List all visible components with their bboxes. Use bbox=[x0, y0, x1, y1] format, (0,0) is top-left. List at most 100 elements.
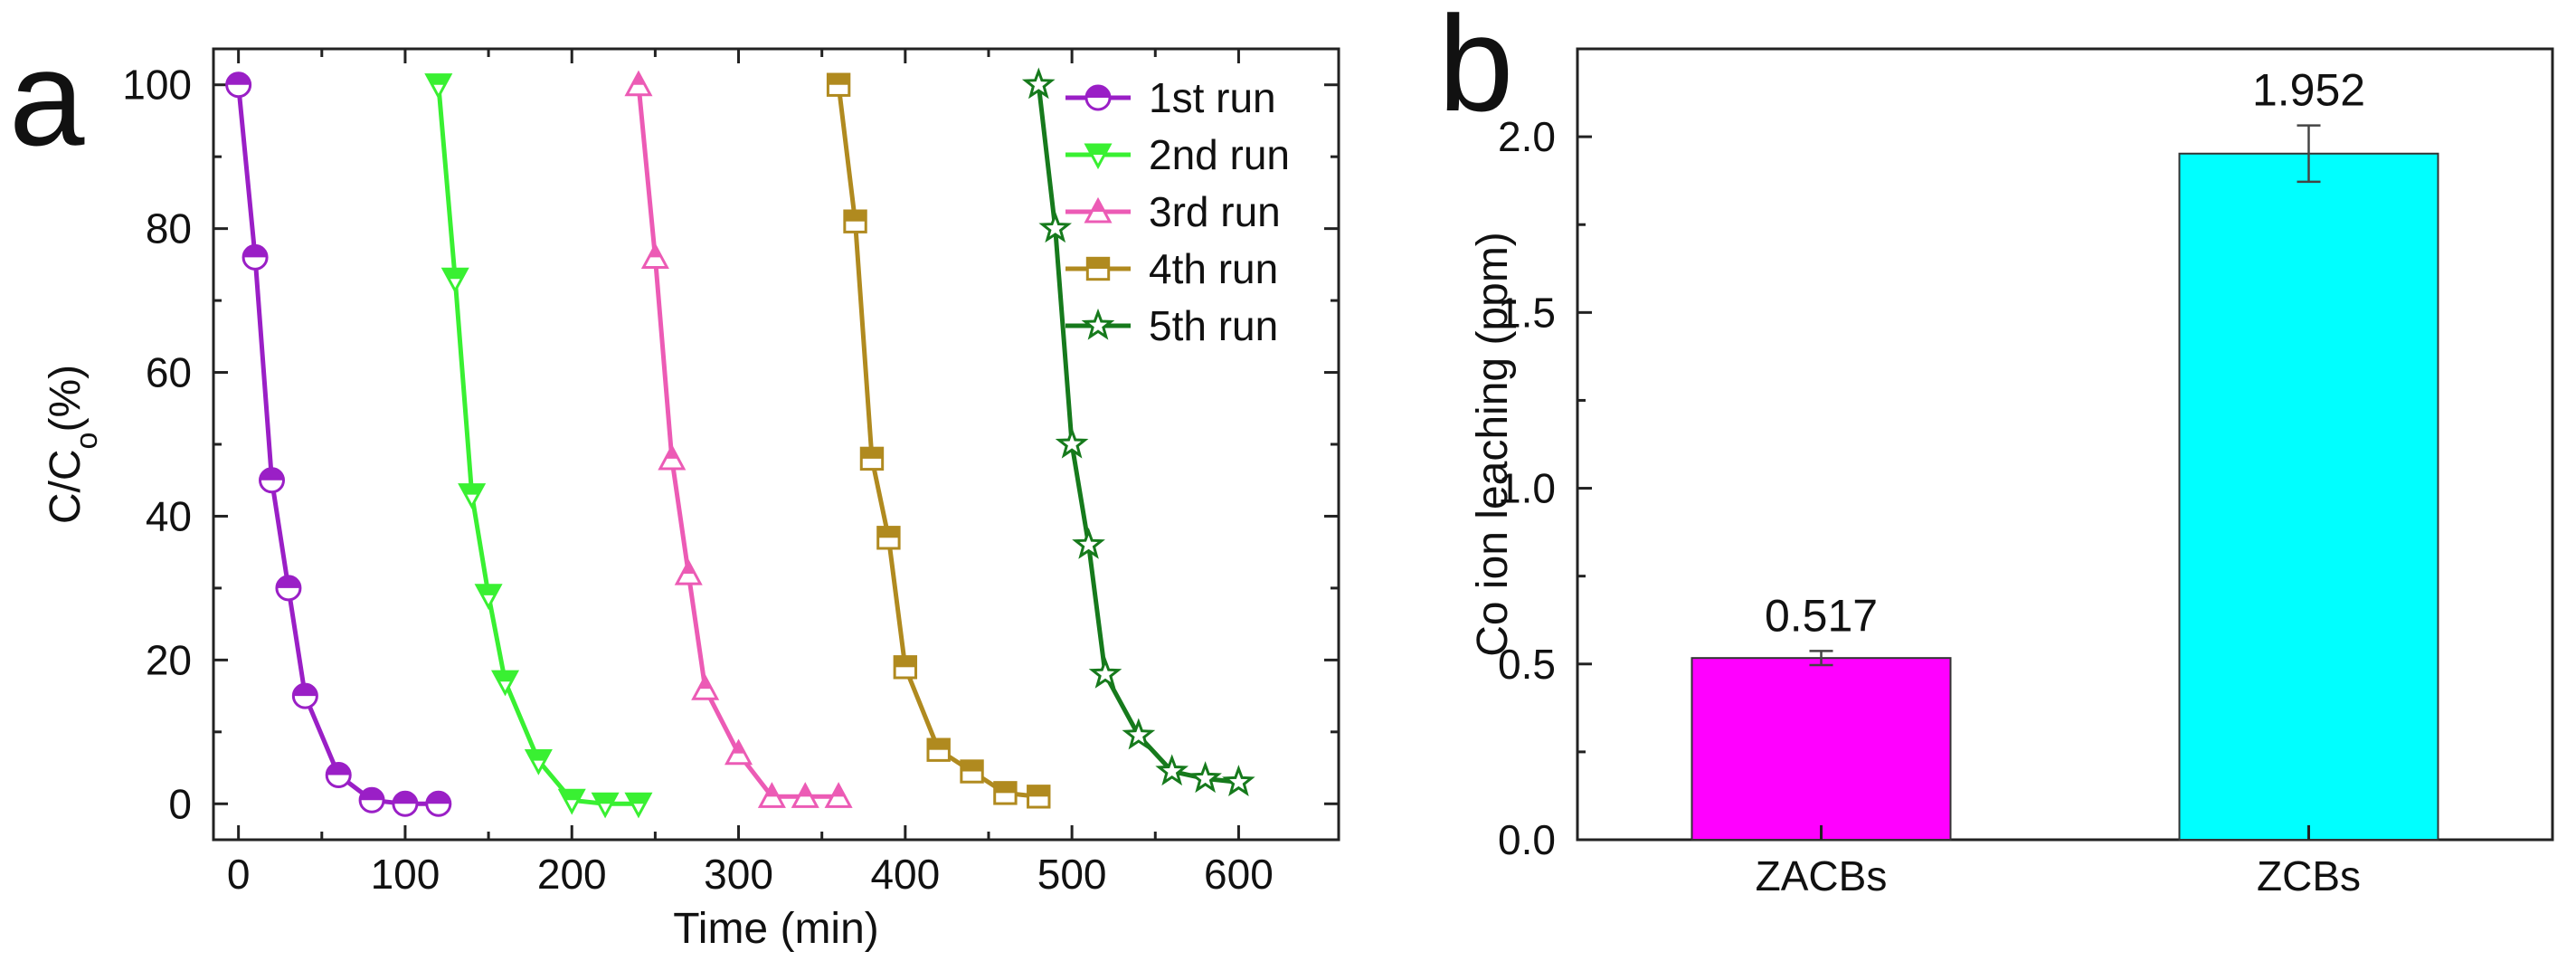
panel-b-y-axis-title: Co ion leaching (ppm) bbox=[1469, 232, 1517, 657]
data-point bbox=[859, 446, 885, 471]
data-point bbox=[275, 575, 302, 602]
series-5 bbox=[1021, 67, 1255, 796]
legend-label: 2nd run bbox=[1149, 131, 1290, 178]
data-point bbox=[291, 682, 318, 709]
data-point bbox=[843, 209, 867, 233]
data-point bbox=[960, 759, 984, 784]
data-point bbox=[425, 790, 452, 817]
panel-a-y-tick-label: 20 bbox=[146, 636, 192, 683]
data-point bbox=[524, 749, 553, 775]
data-point bbox=[1072, 527, 1105, 559]
panel-b-category-label: ZCBs bbox=[2257, 852, 2361, 899]
panel-a-ticks: 0 100 200 300 400 500 600 0 20 40 60 80 100 bbox=[122, 49, 1339, 898]
data-point bbox=[225, 71, 252, 99]
data-point bbox=[591, 792, 620, 819]
data-point bbox=[826, 72, 851, 97]
data-point bbox=[1155, 754, 1189, 786]
panel-a-y-tick-label: 60 bbox=[146, 349, 192, 396]
panel-b-y-tick-label: 1.5 bbox=[1498, 289, 1556, 336]
data-point bbox=[791, 782, 819, 808]
legend-entry: 1st run bbox=[1065, 74, 1276, 121]
panel-a-x-axis-title: Time (min) bbox=[673, 905, 879, 953]
legend-marker bbox=[1081, 308, 1115, 340]
legend-label: 3rd run bbox=[1149, 188, 1281, 235]
data-point bbox=[993, 781, 1018, 805]
panel-a-y-tick-label: 80 bbox=[146, 205, 192, 252]
data-point bbox=[458, 483, 487, 509]
panel-a-x-tick-label: 300 bbox=[704, 851, 773, 898]
series-line bbox=[236, 84, 439, 806]
legend-label: 5th run bbox=[1149, 302, 1278, 349]
data-point bbox=[691, 673, 720, 700]
data-point bbox=[674, 558, 703, 585]
data-point bbox=[259, 467, 286, 494]
panel-b-y-tick-label: 1.0 bbox=[1498, 465, 1556, 512]
series-2 bbox=[424, 73, 653, 819]
bar-group: 1.952 ZCBs bbox=[2178, 65, 2439, 899]
panel-b-ticks: 0.0 0.5 1.0 1.5 2.0 bbox=[1498, 113, 1592, 863]
legend-marker bbox=[1084, 196, 1113, 224]
series-3 bbox=[624, 70, 853, 808]
data-point bbox=[757, 782, 786, 808]
data-point bbox=[358, 786, 385, 814]
data-point bbox=[1038, 211, 1073, 243]
panel-b-bars: 0.517 ZACBs 1.952 ZCBs bbox=[1690, 65, 2439, 899]
panel-b-bar-chart: b 0.0 0.5 1.0 1.5 2.0 0.517 ZACBs 1.952 ZCBs Co… bbox=[1438, 0, 2554, 899]
bar-value-label: 1.952 bbox=[2252, 65, 2365, 116]
data-point bbox=[658, 443, 687, 471]
series-4 bbox=[826, 72, 1051, 809]
legend-entry: 4th run bbox=[1065, 245, 1278, 292]
panel-a-x-tick-label: 500 bbox=[1037, 851, 1107, 898]
panel-a-series bbox=[225, 67, 1255, 819]
panel-b-y-tick-label: 0.0 bbox=[1498, 816, 1556, 863]
data-point bbox=[325, 761, 352, 788]
data-point bbox=[242, 243, 269, 271]
series-line bbox=[436, 84, 639, 806]
data-point bbox=[440, 267, 469, 294]
panel-a-x-tick-label: 100 bbox=[371, 851, 440, 898]
data-point bbox=[1088, 657, 1122, 689]
data-point bbox=[474, 584, 503, 611]
panel-a-y-tick-label: 100 bbox=[122, 62, 192, 109]
legend-entry: 3rd run bbox=[1065, 188, 1281, 235]
data-point bbox=[1055, 426, 1089, 459]
series-1 bbox=[225, 71, 452, 817]
series-line bbox=[836, 84, 1039, 799]
data-point bbox=[1222, 765, 1255, 796]
bar bbox=[1690, 657, 1952, 841]
data-point bbox=[557, 788, 586, 815]
legend-marker bbox=[1085, 256, 1111, 281]
data-point bbox=[1122, 718, 1156, 750]
legend-label: 1st run bbox=[1149, 74, 1276, 121]
data-point bbox=[1027, 785, 1051, 809]
data-point bbox=[876, 526, 901, 550]
data-point bbox=[491, 670, 520, 697]
data-point bbox=[424, 73, 453, 100]
panel-a-legend: 1st run 2nd run 3rd run 4th run 5th run bbox=[1065, 74, 1290, 349]
bar bbox=[2178, 152, 2439, 841]
panel-a-y-tick-label: 0 bbox=[168, 780, 192, 827]
panel-a-x-tick-label: 0 bbox=[227, 851, 251, 898]
bar-value-label: 0.517 bbox=[1765, 590, 1878, 641]
data-point bbox=[624, 70, 653, 97]
panel-a-y-tick-label: 40 bbox=[146, 492, 192, 539]
legend-entry: 5th run bbox=[1065, 302, 1278, 349]
data-point bbox=[824, 782, 853, 808]
panel-a-x-tick-label: 400 bbox=[870, 851, 940, 898]
panel-a-letter: a bbox=[9, 22, 85, 174]
data-point bbox=[1021, 67, 1056, 100]
series-line bbox=[636, 84, 839, 799]
panel-a-line-chart: a 0 100 200 300 400 500 600 0 20 40 60 80 100 Time (… bbox=[9, 22, 1340, 953]
data-point bbox=[926, 737, 951, 762]
data-point bbox=[1189, 761, 1222, 794]
panel-b-y-tick-label: 0.5 bbox=[1498, 641, 1556, 688]
panel-b-category-label: ZACBs bbox=[1756, 852, 1888, 899]
data-point bbox=[893, 655, 918, 680]
data-point bbox=[724, 738, 753, 766]
legend-marker bbox=[1084, 143, 1113, 170]
panel-b-letter: b bbox=[1438, 0, 1513, 139]
bar-group: 0.517 ZACBs bbox=[1690, 590, 1952, 899]
data-point bbox=[624, 792, 653, 819]
data-point bbox=[640, 243, 669, 269]
